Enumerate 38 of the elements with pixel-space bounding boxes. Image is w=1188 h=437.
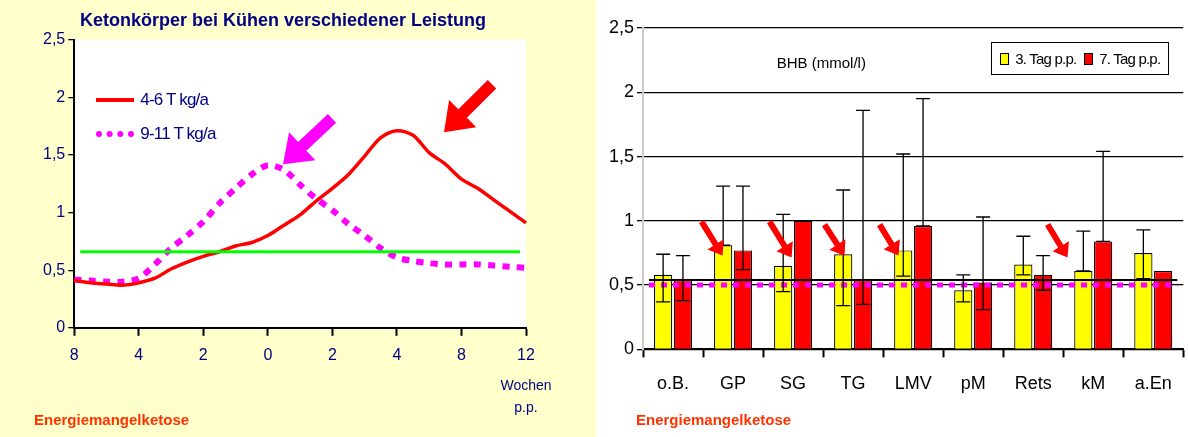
x-tick-label: 2 <box>327 345 337 363</box>
x-axis-title: Wochen p.p. <box>500 376 552 415</box>
x-tick-label: GP <box>720 373 747 394</box>
x-tick-label: pM <box>960 373 986 394</box>
x-tick-label: 8 <box>457 345 467 363</box>
x-tick-label: 4 <box>392 345 402 363</box>
chart-title: Ketonkörper bei Kühen verschiedener Leistung <box>79 9 487 30</box>
y-tick-label: 1,5 <box>42 145 66 163</box>
y-tick-label: 1 <box>624 209 635 230</box>
text: Energiemangelketose <box>34 411 190 428</box>
legend-label: 3. Tag p.p. <box>1015 50 1077 67</box>
legend-label: 9-11 T kg/a <box>140 123 216 144</box>
line-series <box>72 128 528 287</box>
x-tick-label: a.En <box>1134 373 1172 394</box>
text: Energiemangelketose <box>636 411 792 428</box>
y-tick-label: 0 <box>56 318 66 336</box>
y-tick-label: 1,5 <box>608 145 635 166</box>
x-tick-label: SG <box>780 373 807 394</box>
y-tick-label: 0,5 <box>42 260 66 278</box>
legend-label: 4-6 T kg/a <box>140 89 209 110</box>
x-tick-label: 0 <box>263 345 273 363</box>
x-tick-label: 8 <box>69 345 79 363</box>
y-tick-label: 2 <box>56 87 66 105</box>
x-tick-label: TG <box>840 373 866 394</box>
y-tick-label: 2 <box>624 81 635 102</box>
x-tick-label: LMV <box>894 373 932 394</box>
x-tick-label: 2 <box>198 345 208 363</box>
x-tick-label: 4 <box>134 345 144 363</box>
y-tick-label: 2,5 <box>608 16 635 37</box>
x-tick-label: kM <box>1081 373 1106 394</box>
x-tick-label: Rets <box>1014 373 1052 394</box>
y-tick-label: 0,5 <box>608 274 635 295</box>
x-tick-label: o.B. <box>657 373 690 394</box>
legend-label: 7. Tag p.p. <box>1099 50 1161 67</box>
y-tick-label: 1 <box>56 202 66 220</box>
text: BHB (mmol/l) <box>776 54 866 71</box>
y-tick-label: 2,5 <box>42 30 66 48</box>
x-tick-label: 12 <box>517 345 535 363</box>
